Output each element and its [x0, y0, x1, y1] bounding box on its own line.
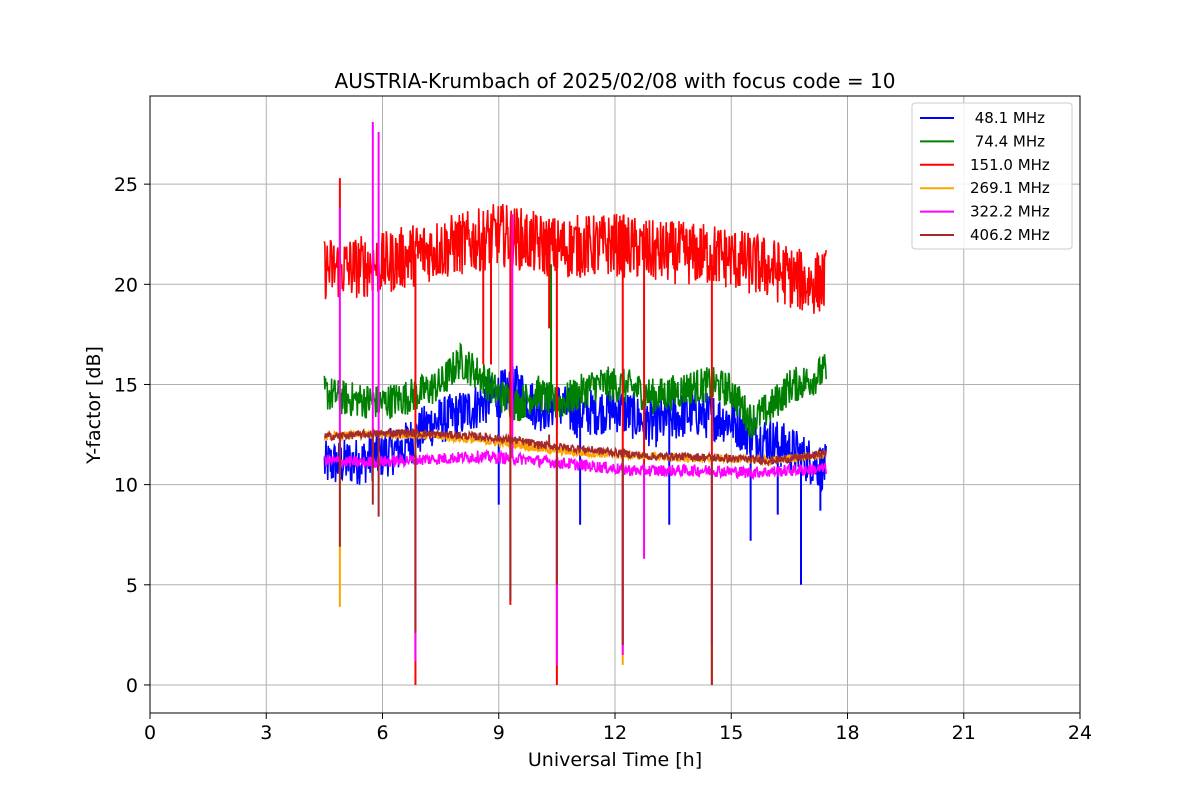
legend-entry: 151.0 MHz — [970, 156, 1050, 174]
x-tick-label: 9 — [493, 722, 505, 744]
series-line-4 — [323, 449, 827, 481]
y-tick-label: 5 — [126, 575, 138, 597]
y-tick-label: 15 — [114, 374, 138, 396]
y-tick-label: 0 — [126, 675, 138, 697]
x-tick-label: 15 — [719, 722, 743, 744]
x-axis: 0 3 6 9 12 15 18 21 24 — [144, 713, 1092, 744]
legend: 48.1 MHz 74.4 MHz 151.0 MHz 269.1 MHz 322.2… — [911, 102, 1073, 250]
chart-title: AUSTRIA-Krumbach of 2025/02/08 with focu… — [335, 69, 896, 93]
legend-entry: 269.1 MHz — [970, 179, 1050, 197]
x-tick-label: 0 — [144, 722, 156, 744]
y-tick-label: 10 — [114, 475, 138, 497]
x-tick-label: 24 — [1068, 722, 1092, 744]
x-tick-label: 3 — [260, 722, 272, 744]
legend-entry: 322.2 MHz — [970, 203, 1050, 221]
series-5-group — [324, 427, 827, 685]
series-line-5 — [324, 427, 827, 467]
y-tick-label: 20 — [114, 274, 138, 296]
series-line-2 — [323, 203, 827, 314]
series-1-group — [323, 264, 827, 438]
x-tick-label: 12 — [603, 722, 627, 744]
series-layer — [323, 122, 827, 685]
legend-entry: 48.1 MHz — [970, 109, 1045, 127]
x-tick-label: 18 — [835, 722, 859, 744]
series-line-0 — [323, 365, 827, 493]
legend-entry: 74.4 MHz — [970, 132, 1045, 150]
x-tick-label: 21 — [952, 722, 976, 744]
series-line-1 — [323, 342, 827, 438]
y-axis: 0 5 10 15 20 25 — [114, 174, 150, 697]
y-axis-label: Y-factor [dB] — [83, 346, 105, 465]
y-tick-label: 25 — [114, 174, 138, 196]
x-axis-label: Universal Time [h] — [528, 749, 702, 771]
legend-entry: 406.2 MHz — [970, 226, 1050, 244]
x-tick-label: 6 — [376, 722, 388, 744]
